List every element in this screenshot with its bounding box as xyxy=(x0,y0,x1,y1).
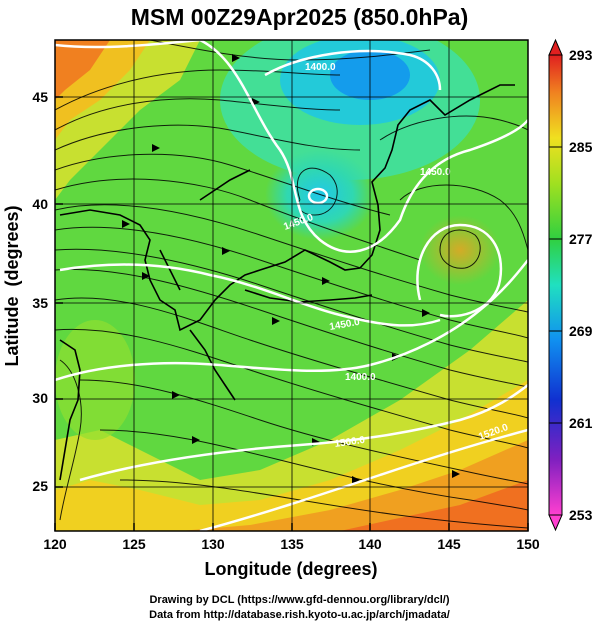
y-tick-label: 40 xyxy=(32,196,48,212)
x-tick-label: 120 xyxy=(43,536,67,552)
colorbar-bottom-arrow xyxy=(548,514,563,532)
contour-label: 1400.0 xyxy=(345,372,376,383)
colorbar: 293 285 277 269 261 253 xyxy=(548,38,593,532)
x-tick-labels: 120 125 130 135 140 145 150 xyxy=(43,536,540,552)
contour-label: 1400.0 xyxy=(305,62,336,73)
colorbar-top-arrow xyxy=(548,38,563,56)
credit-data: Data from http://database.rish.kyoto-u.a… xyxy=(149,609,450,621)
height-contours xyxy=(55,40,528,531)
contour-label: 1450.0 xyxy=(420,167,451,178)
x-tick-label: 150 xyxy=(516,536,540,552)
x-tick-label: 125 xyxy=(122,536,146,552)
x-tick-label: 140 xyxy=(358,536,382,552)
y-tick-label: 35 xyxy=(32,295,48,311)
x-tick-label: 145 xyxy=(437,536,461,552)
colorbar-label: 285 xyxy=(569,139,593,155)
colorbar-label: 293 xyxy=(569,47,593,63)
y-axis-title: Latitude (degrees) xyxy=(2,205,22,366)
colorbar-label: 269 xyxy=(569,323,593,339)
credit-drawing: Drawing by DCL (https://www.gfd-dennou.o… xyxy=(149,594,450,606)
x-axis-title: Longitude (degrees) xyxy=(204,559,377,579)
colorbar-ramp xyxy=(548,54,563,516)
y-tick-label: 25 xyxy=(32,478,48,494)
contour-label: 1450.0 xyxy=(329,317,361,333)
x-tick-label: 130 xyxy=(201,536,225,552)
y-tick-label: 30 xyxy=(32,390,48,406)
x-tick-label: 135 xyxy=(280,536,304,552)
y-tick-labels: 25 30 35 40 45 xyxy=(32,89,48,494)
credits: Drawing by DCL (https://www.gfd-dennou.o… xyxy=(0,593,599,623)
grid-lines xyxy=(55,40,528,531)
y-tick-label: 45 xyxy=(32,89,48,105)
axis-ticks xyxy=(54,96,529,531)
colorbar-label: 253 xyxy=(569,507,593,523)
colorbar-label: 277 xyxy=(569,231,593,247)
contour-label: 1500.0 xyxy=(334,435,366,450)
colorbar-label: 261 xyxy=(569,415,593,431)
plot-title: MSM 00Z29Apr2025 (850.0hPa) xyxy=(130,4,469,30)
wind-arrowheads xyxy=(122,54,460,484)
streamlines xyxy=(55,40,528,529)
